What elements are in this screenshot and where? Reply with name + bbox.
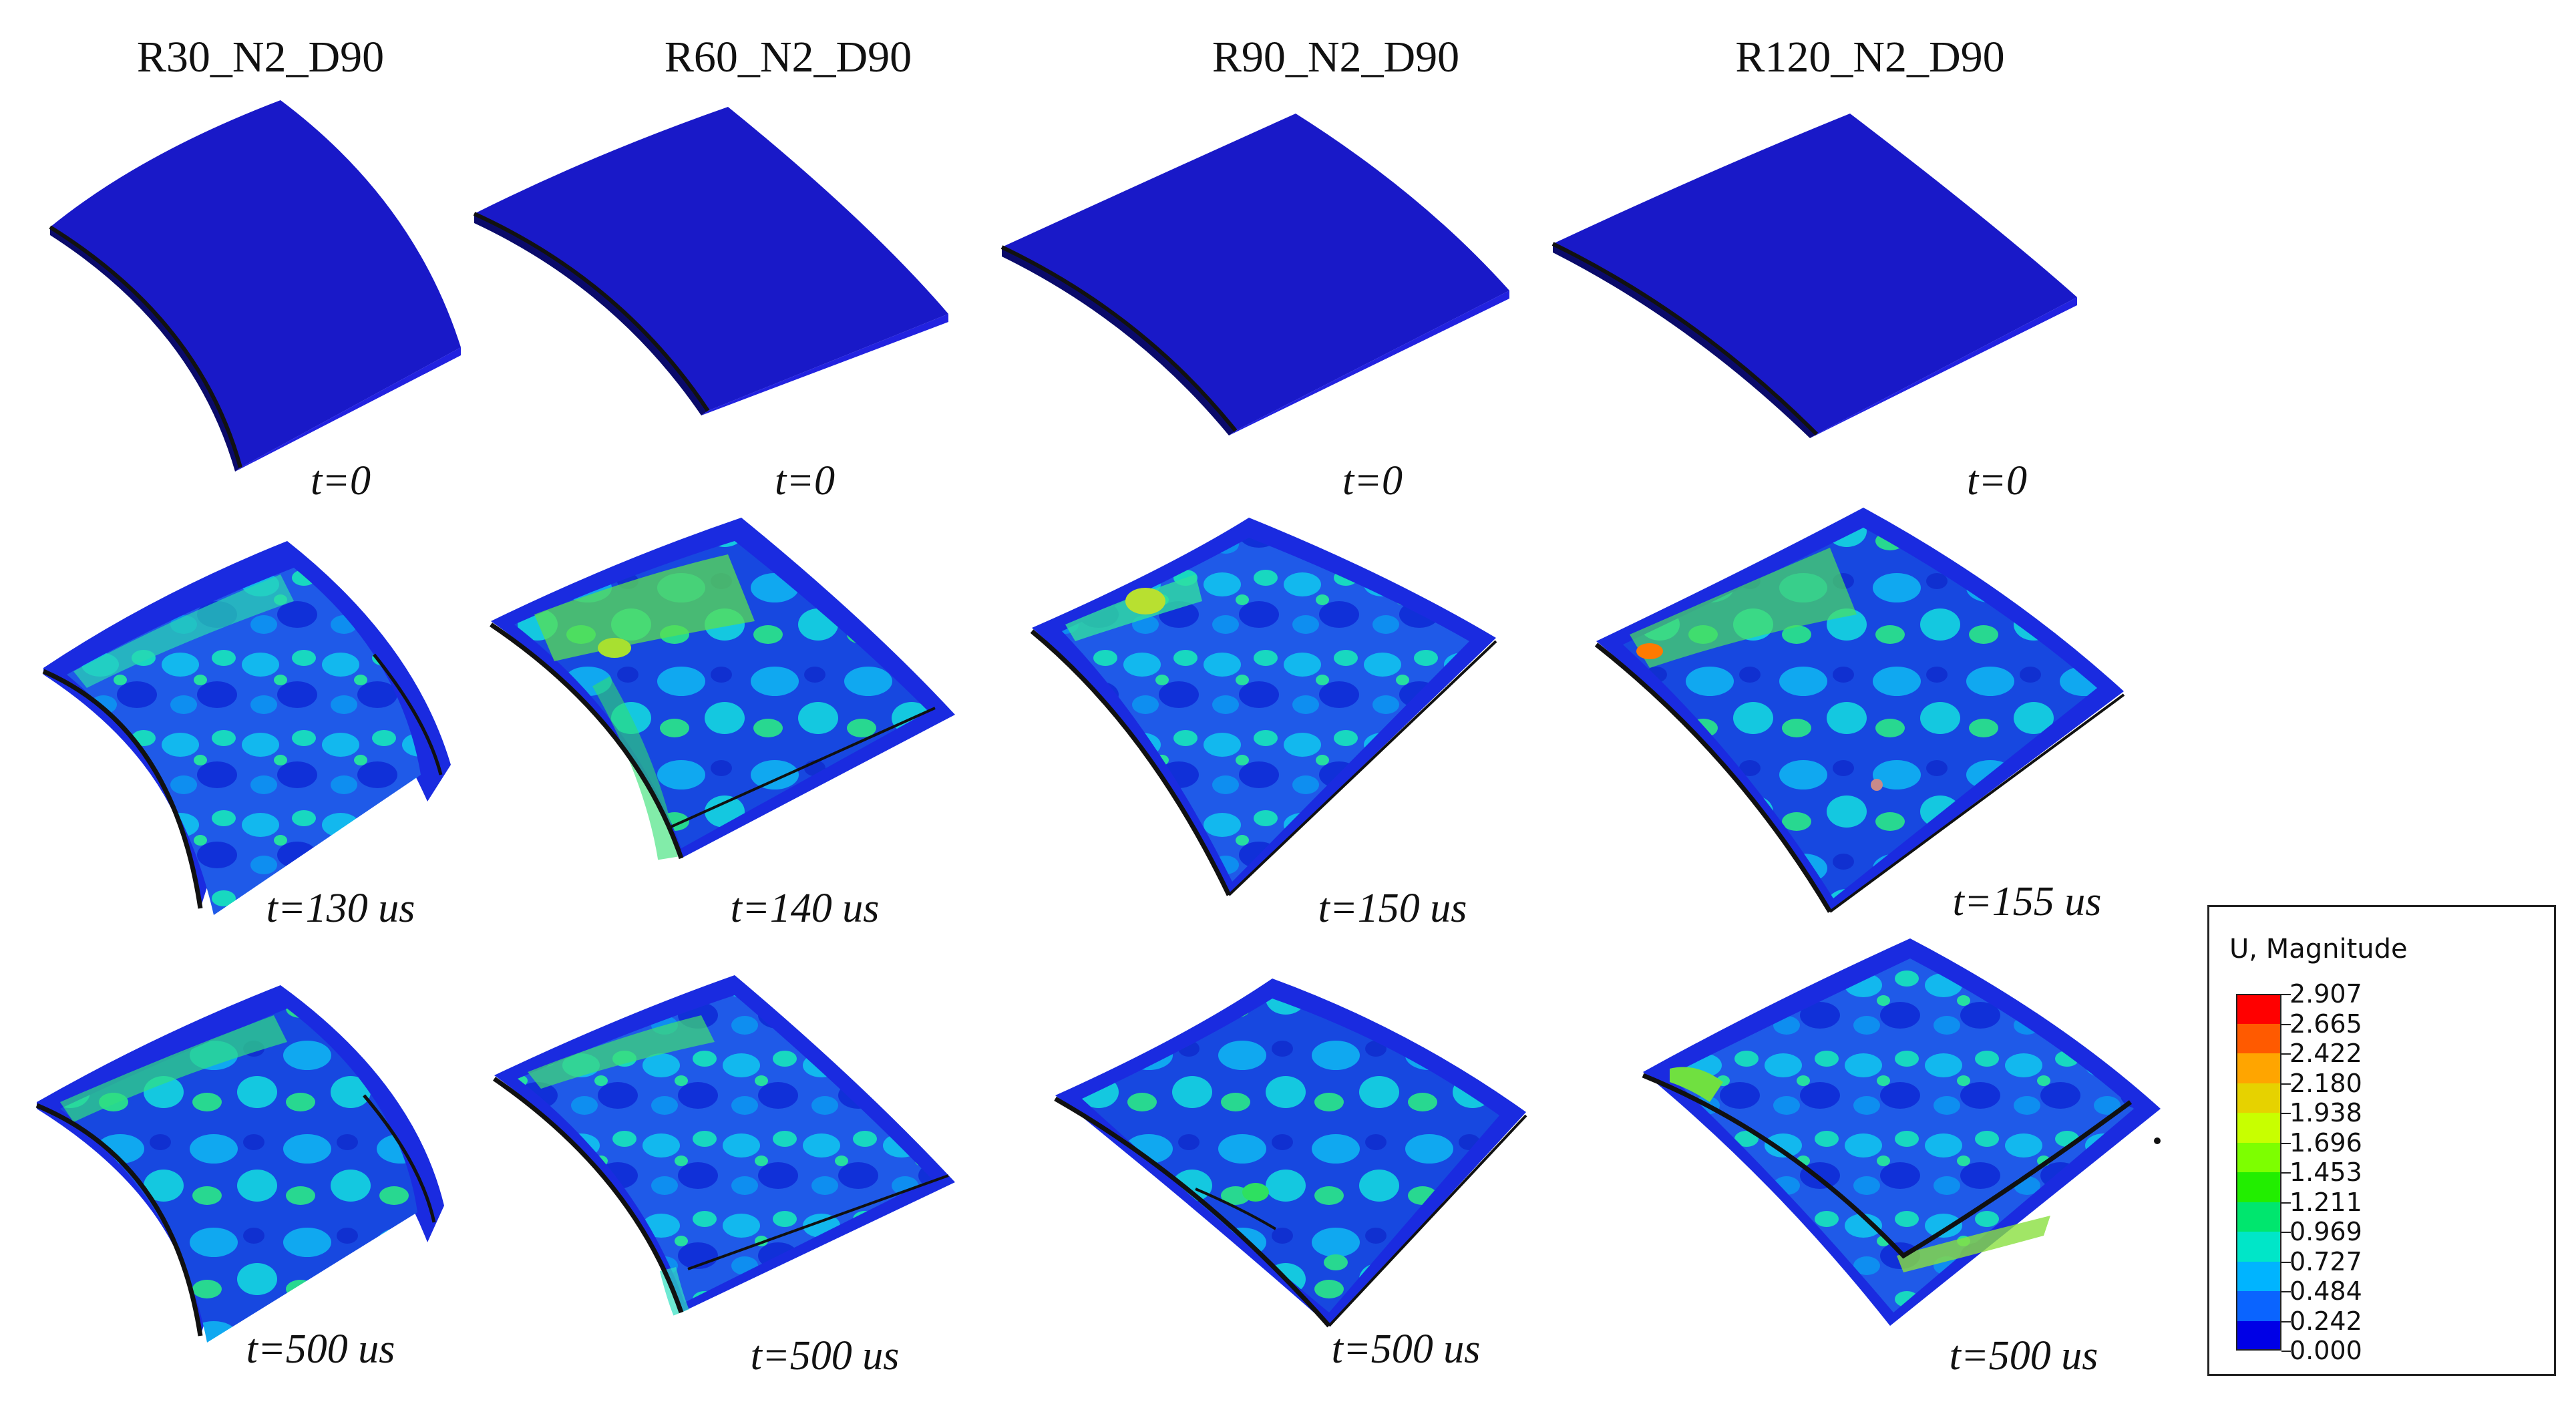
time-label-r120-row3: t=500 us (1949, 1333, 2098, 1379)
legend-value: 1.453 (2289, 1158, 2362, 1187)
legend-swatch (2236, 1202, 2281, 1232)
time-label-r30-row1: t=0 (310, 458, 371, 504)
time-label-r30-row2: t=130 us (266, 886, 415, 931)
time-label-r90-row1: t=0 (1342, 458, 1403, 504)
color-legend: U, Magnitude 2.907 2.665 2.422 2.180 1.938 1.… (2207, 905, 2556, 1376)
legend-value: 2.422 (2289, 1039, 2362, 1068)
panel-r90-peak (1030, 518, 1497, 896)
legend-tick (2281, 1261, 2291, 1263)
time-label-r90-row2: t=150 us (1318, 886, 1467, 931)
legend-swatch (2236, 1232, 2281, 1262)
legend-swatch (2236, 1023, 2281, 1053)
panel-r30-t0 (49, 100, 461, 472)
legend-value: 0.969 (2289, 1217, 2362, 1246)
legend-tick (2281, 1172, 2291, 1174)
legend-value: 2.180 (2289, 1068, 2362, 1098)
column-title-r30: R30_N2_D90 (136, 33, 385, 81)
time-label-r30-row3: t=500 us (246, 1327, 395, 1372)
column-title-r90: R90_N2_D90 (1212, 33, 1460, 81)
panel-r60-t0 (473, 107, 948, 415)
legend-title: U, Magnitude (2229, 934, 2408, 964)
legend-value: 0.484 (2289, 1276, 2362, 1306)
legend-tick (2281, 1053, 2291, 1055)
panel-r120-500 (1642, 938, 2161, 1326)
legend-tick (2281, 1202, 2291, 1204)
legend-value: 0.242 (2289, 1306, 2362, 1336)
legend-swatch (2236, 1083, 2281, 1113)
legend-tick (2281, 994, 2291, 995)
legend-tick (2281, 1083, 2291, 1085)
column-title-r60: R60_N2_D90 (664, 33, 912, 81)
time-label-r60-row3: t=500 us (750, 1333, 900, 1379)
legend-swatch (2236, 1172, 2281, 1202)
legend-swatch (2236, 1113, 2281, 1143)
panel-r30-500 (35, 985, 444, 1343)
legend-tick (2281, 1023, 2291, 1025)
panel-r120-t0 (1551, 114, 2077, 438)
time-label-r60-row2: t=140 us (730, 886, 880, 931)
panel-r30-peak (42, 541, 451, 915)
legend-swatch (2236, 994, 2281, 1024)
legend-tick (2281, 1113, 2291, 1114)
panel-r90-500 (1054, 979, 1527, 1328)
legend-value: 1.938 (2289, 1098, 2362, 1127)
panel-r60-peak (490, 518, 955, 860)
legend-swatch (2236, 1291, 2281, 1321)
legend-tick (2281, 1351, 2291, 1352)
time-label-r120-row2: t=155 us (1952, 879, 2102, 924)
legend-colorbar (2236, 994, 2281, 1351)
legend-value: 0.000 (2289, 1336, 2362, 1365)
legend-value: 0.727 (2289, 1246, 2362, 1276)
legend-value: 2.907 (2289, 979, 2362, 1009)
legend-tick (2281, 1142, 2291, 1144)
time-label-r120-row1: t=0 (1966, 458, 2028, 504)
legend-value: 1.211 (2289, 1187, 2362, 1217)
legend-value: 2.665 (2289, 1009, 2362, 1039)
legend-tick (2281, 1291, 2291, 1292)
time-label-r60-row1: t=0 (774, 458, 836, 504)
panel-r90-t0 (1000, 114, 1509, 435)
legend-swatch (2236, 1053, 2281, 1083)
column-title-r120: R120_N2_D90 (1735, 33, 2005, 81)
legend-swatch (2236, 1261, 2281, 1291)
legend-tick (2281, 1232, 2291, 1233)
panel-r120-peak (1594, 508, 2125, 913)
legend-swatch (2236, 1320, 2281, 1351)
panel-r60-500 (493, 975, 955, 1316)
legend-swatch (2236, 1142, 2281, 1172)
legend-value: 1.696 (2289, 1127, 2362, 1158)
legend-tick (2281, 1320, 2291, 1322)
time-label-r90-row3: t=500 us (1331, 1327, 1481, 1372)
